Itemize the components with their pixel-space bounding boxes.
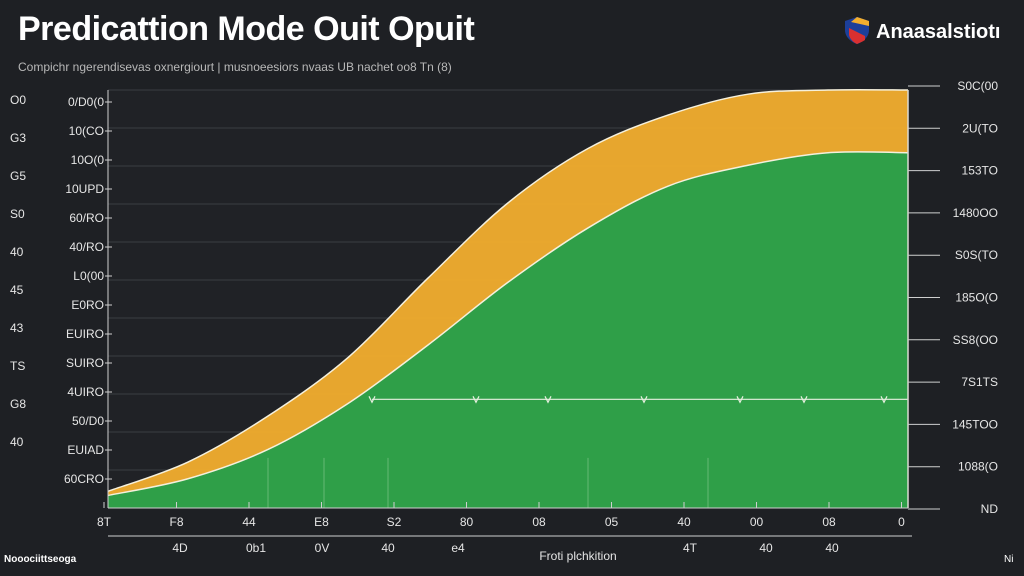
x-tick-label: 08 — [822, 515, 836, 529]
x-tick-label: 8T — [97, 515, 112, 529]
x-tick-label: 0 — [898, 515, 905, 529]
brand[interactable]: Anaasalstiotı — [842, 16, 1000, 48]
x-sub-tick-label: 40 — [759, 541, 773, 555]
y-tick-label: L0(00 — [73, 269, 104, 283]
x-sub-tick-label: e4 — [451, 541, 465, 555]
footer-caption: Nooociittseoga — [4, 554, 77, 565]
reference-marker — [544, 396, 552, 404]
chart-title: Predicattion Mode Ouit Opuit — [18, 10, 475, 48]
y-right-tick-label: S0S(TO — [955, 248, 998, 262]
y-outer-tick-label: 40 — [10, 435, 24, 449]
x-sub-tick-label: 40 — [825, 541, 839, 555]
x-sub-tick-label: 4T — [683, 541, 698, 555]
y-outer-tick-label: G5 — [10, 169, 26, 183]
y-outer-tick-label: 45 — [10, 283, 24, 297]
x-tick-label: S2 — [387, 515, 402, 529]
y-right-tick-label: SS8(OO — [953, 333, 998, 347]
reference-marker — [736, 396, 744, 404]
footer-note: Ni — [1004, 554, 1014, 565]
x-sub-tick-label: 4D — [172, 541, 188, 555]
y-outer-tick-label: G3 — [10, 131, 26, 145]
reference-marker — [472, 396, 480, 404]
y-right-tick-label: 7S1TS — [961, 375, 998, 389]
y-outer-tick-label: 40 — [10, 245, 24, 259]
y-right-tick-label: ND — [981, 502, 999, 516]
reference-line-group — [368, 396, 908, 404]
x-tick-label: 05 — [605, 515, 619, 529]
y-right-tick-label: 1088(O — [958, 460, 998, 474]
x-sub-tick-label: 0b1 — [246, 541, 266, 555]
y-right-tick-label: 1480OO — [953, 206, 998, 220]
x-tick-label: 44 — [242, 515, 256, 529]
lower-series-line — [107, 151, 909, 497]
axis-labels: O0 G3 G5 S0 40 45 43 TS G8 40 0/D0(0 10(CO 10O(0 10UP… — [10, 79, 998, 563]
y-tick-label: 10UPD — [65, 182, 104, 196]
y-outer-tick-label: O0 — [10, 93, 26, 107]
y-tick-label: 60CRO — [64, 472, 104, 486]
y-tick-label: 10(CO — [69, 124, 104, 138]
y-right-tick-label: S0C(00 — [957, 79, 998, 93]
y-tick-label: 50/D0 — [72, 414, 104, 428]
x-tick-label: 08 — [532, 515, 546, 529]
y-outer-tick-label: G8 — [10, 397, 26, 411]
x-tick-label: 40 — [677, 515, 691, 529]
y-tick-label: E0RO — [71, 298, 104, 312]
x-tick-label: 00 — [750, 515, 764, 529]
y-outer-tick-label: S0 — [10, 207, 25, 221]
reference-marker — [368, 396, 376, 404]
chart-subtitle: Compichr ngerendisevas oxnergiourt | mus… — [18, 60, 452, 74]
y-tick-label: 0/D0(0 — [68, 95, 104, 109]
y-tick-label: 4UIRO — [67, 385, 104, 399]
y-right-tick-label: 2U(TO — [962, 121, 998, 135]
y-right-tick-label: 145TOO — [952, 417, 998, 431]
y-tick-label: 60/RO — [69, 211, 104, 225]
y-right-tick-label: 185O(O — [955, 291, 998, 305]
reference-marker — [880, 396, 888, 404]
y-right-tick-label: 153TO — [962, 164, 998, 178]
y-tick-label: SUIRO — [66, 356, 104, 370]
reference-marker — [640, 396, 648, 404]
y-tick-label: EUIRO — [66, 327, 104, 341]
reference-marker — [800, 396, 808, 404]
x-tick-label: 80 — [460, 515, 474, 529]
upper-band-area — [108, 89, 908, 496]
upper-series-line — [107, 88, 909, 492]
x-tick-label: F8 — [169, 515, 183, 529]
x-tick-label: E8 — [314, 515, 329, 529]
y-outer-tick-label: TS — [10, 359, 25, 373]
x-axis-title: Froti plchkition — [539, 549, 616, 563]
y-tick-label: 40/RO — [69, 240, 104, 254]
x-sub-tick-label: 0V — [315, 541, 330, 555]
y-tick-label: EUIAD — [67, 443, 104, 457]
brand-name: Anaasalstiotı — [876, 20, 1001, 43]
y-tick-label: 10O(0 — [71, 153, 105, 167]
x-sub-tick-label: 40 — [381, 541, 395, 555]
y-outer-tick-label: 43 — [10, 321, 24, 335]
axes — [103, 85, 940, 537]
lower-series-area — [108, 151, 908, 508]
shield-logo-icon — [842, 15, 872, 50]
